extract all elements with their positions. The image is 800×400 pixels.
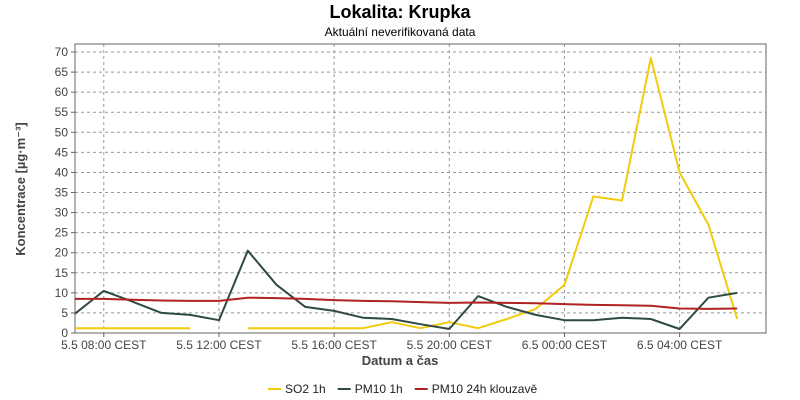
- chart-subtitle: Aktuální neverifikovaná data: [325, 25, 476, 39]
- series-line-0: [75, 57, 739, 330]
- series-lines: [74, 57, 739, 330]
- y-tick-label: 35: [55, 186, 69, 200]
- x-tick-label: 5.5 16:00 CEST: [291, 338, 377, 352]
- x-tick-label: 6.5 00:00 CEST: [522, 338, 608, 352]
- y-tick-label: 50: [55, 125, 69, 139]
- y-tick-label: 0: [61, 326, 68, 340]
- y-tick-label: 70: [55, 45, 69, 59]
- y-tick-label: 40: [55, 165, 69, 179]
- series-line-2: [75, 296, 738, 310]
- legend-label: PM10 24h klouzavě: [432, 382, 538, 396]
- legend-label: PM10 1h: [355, 382, 403, 396]
- grid: [75, 44, 766, 333]
- y-tick-label: 5: [61, 306, 68, 320]
- y-tick-label: 65: [55, 65, 69, 79]
- x-tick-label: 6.5 04:00 CEST: [637, 338, 723, 352]
- plot-area: [74, 43, 767, 334]
- y-tick-label: 15: [55, 266, 69, 280]
- y-tick-label: 55: [55, 105, 69, 119]
- y-tick-label: 45: [55, 145, 69, 159]
- y-tick-label: 20: [55, 246, 69, 260]
- y-axis-ticks: 0 5 10 15 20 25 30 35 40 45 50 55 60 65 70: [55, 45, 75, 340]
- x-tick-label: 5.5 20:00 CEST: [407, 338, 493, 352]
- x-axis-label: Datum a čas: [362, 353, 439, 368]
- x-tick-label: 5.5 12:00 CEST: [176, 338, 262, 352]
- y-tick-label: 60: [55, 85, 69, 99]
- y-axis-label: Koncentrace [µg·m⁻³]: [13, 122, 28, 256]
- legend: SO2 1h PM10 1h PM10 24h klouzavě: [268, 382, 537, 396]
- y-tick-label: 25: [55, 226, 69, 240]
- x-axis-ticks: 5.5 08:00 CEST 5.5 12:00 CEST 5.5 16:00 CE…: [61, 333, 723, 352]
- y-tick-label: 10: [55, 286, 69, 300]
- chart-title: Lokalita: Krupka: [329, 2, 471, 22]
- y-tick-label: 30: [55, 206, 69, 220]
- series-line-1: [74, 249, 738, 330]
- x-tick-label: 5.5 08:00 CEST: [61, 338, 147, 352]
- legend-label: SO2 1h: [285, 382, 326, 396]
